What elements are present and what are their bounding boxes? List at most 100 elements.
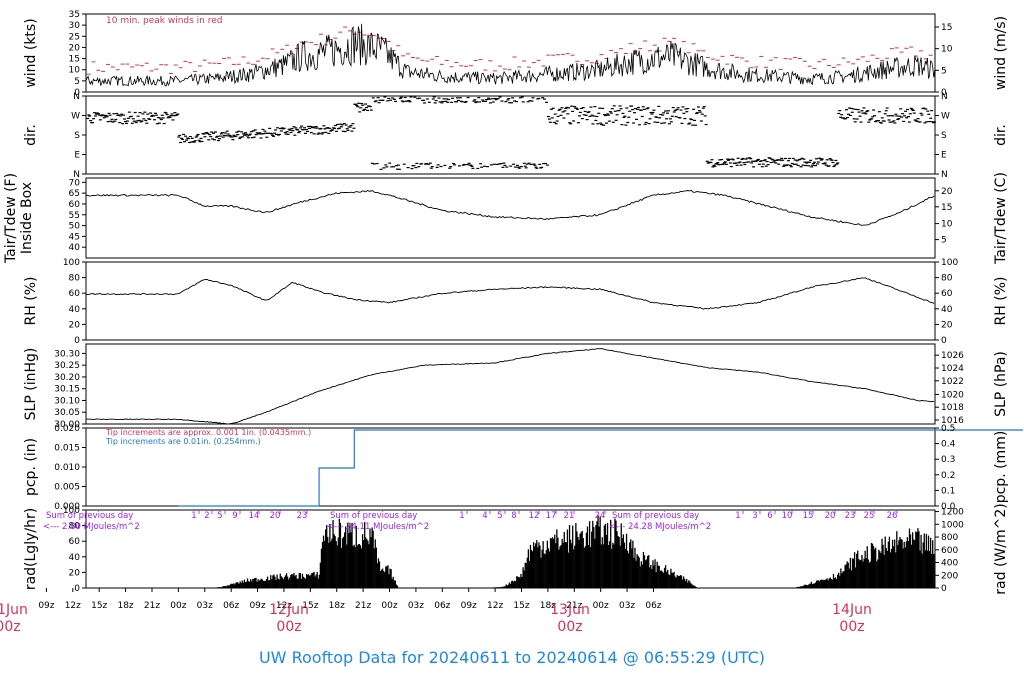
x-tick-label: 15z (91, 601, 107, 611)
dir-left-tick-label: N (73, 170, 80, 180)
temperature-right-tick-label: 5 (941, 236, 947, 246)
x-tick-label: 09z (461, 601, 477, 611)
rad-sum-value: <--- 24.28 MJoules/m^2 (609, 522, 711, 532)
x-tick-label: 00z (593, 601, 609, 611)
rh-left-axis-label-line: RH (%) (23, 277, 39, 326)
temperature-right-tick-label: 15 (941, 203, 952, 213)
rad-sum-label: Sum of previous day (46, 511, 133, 521)
date-hour-label: 00z (839, 619, 864, 635)
rh-left-tick-label: 0 (74, 336, 80, 346)
wind-left-axis-label-line: wind (kts) (23, 18, 39, 87)
slp-left-tick-label: 30.30 (54, 349, 80, 359)
rad-hour-mark: 10 (782, 511, 793, 521)
x-tick-label: 15z (513, 601, 529, 611)
rad-hour-mark: 3 (752, 511, 757, 521)
pcp-left-axis-label: pcp. (in) (23, 438, 39, 496)
slp-left-tick-label: 30.05 (54, 408, 80, 418)
rad-hour-mark: 15 (803, 511, 814, 521)
temperature-left-tick-label: 50 (69, 222, 81, 232)
pcp-left-tick-label: 0.005 (54, 483, 80, 493)
x-tick-label: 12z (487, 601, 503, 611)
slp-right-axis-label: SLP (hPa) (993, 351, 1009, 417)
pcp-left-tick-label: 0.010 (54, 463, 80, 473)
pcp-right-axis-label: pcp. (mm) (993, 431, 1009, 504)
rh-left-tick-label: 60 (69, 289, 81, 299)
rh-left-tick-label: 40 (69, 305, 81, 315)
date-label: 14Jun (832, 602, 872, 618)
wind-left-tick-label: 5 (74, 77, 80, 87)
x-tick-label: 09z (38, 601, 54, 611)
temperature-right-tick-label: 10 (941, 220, 953, 230)
x-tick-label: 06z (434, 601, 450, 611)
temperature-left-tick-label: 70 (69, 178, 81, 188)
x-tick-label: 18z (540, 601, 556, 611)
slp-left-tick-label: 30.15 (54, 385, 80, 395)
rh-right-tick-label: 80 (941, 274, 953, 284)
temperature-left-tick-label: 40 (69, 243, 81, 253)
temperature-left-tick-label: 45 (69, 232, 80, 242)
x-tick-label: 15z (302, 601, 318, 611)
panel-frame-6 (85, 509, 936, 589)
slp-right-tick-label: 1022 (941, 377, 964, 387)
rh-left-tick-label: 80 (69, 274, 81, 284)
dir-left-tick-label: E (74, 151, 80, 161)
x-tick-label: 00z (381, 601, 397, 611)
rad-right-axis-label-line: rad (W/m^2) (993, 503, 1009, 594)
dir-right-axis-label: dir. (993, 124, 1009, 146)
wind-left-tick-label: 25 (69, 32, 80, 42)
temperature-series (85, 189, 935, 226)
dir-right-tick-label: N (941, 170, 948, 180)
slp-right-tick-label: 1020 (941, 390, 964, 400)
x-tick-label: 06z (223, 601, 239, 611)
x-tick-label: 06z (645, 601, 661, 611)
pcp-right-axis-label-line: pcp. (mm) (993, 431, 1009, 504)
rad-sum-label: Sum of previous day (330, 511, 417, 521)
dir-right-tick-label: E (941, 151, 947, 161)
slp-left-tick-label: 30.10 (54, 396, 80, 406)
date-hour-label: 00z (0, 619, 21, 635)
slp-right-tick-label: 1016 (941, 416, 964, 426)
rad-hour-mark: 4 (482, 511, 487, 521)
rad-right-tick-label: 0 (941, 584, 947, 594)
panel-frame-2 (85, 177, 936, 259)
pcp-series (178, 429, 1023, 507)
rad-hour-mark: 1 (191, 511, 196, 521)
pcp-right-tick-label: 0.3 (941, 455, 955, 465)
x-tick-label: 18z (329, 601, 345, 611)
panel-frame-0 (85, 13, 936, 93)
dir-left-tick-label: N (73, 92, 80, 102)
pcp-tip-note-red: Tip increments are approx. 0.001 1in. (0… (105, 428, 311, 437)
wind-left-tick-label: 10 (69, 66, 81, 76)
wind-left-tick-label: 0 (74, 88, 80, 98)
rad-left-tick-label: 0 (74, 584, 80, 594)
wind-left-axis-label: wind (kts) (23, 18, 39, 87)
date-hour-label: 00z (276, 619, 301, 635)
rad-hour-mark: 6 (767, 511, 772, 521)
dir-left-axis-label: dir. (23, 124, 39, 146)
rh-right-tick-label: 40 (941, 305, 953, 315)
pcp-right-tick-label: 0.1 (941, 486, 955, 496)
rad-hour-mark: 5 (217, 511, 222, 521)
rad-hour-mark: 23 (845, 511, 856, 521)
rad-right-tick-label: 600 (941, 546, 958, 556)
rad-right-tick-label: 800 (941, 533, 958, 543)
x-tick-label: 12z (276, 601, 292, 611)
rad-hour-mark: 5 (497, 511, 502, 521)
wind-right-tick-label: 10 (941, 45, 953, 55)
rad-hour-mark: 9 (232, 511, 237, 521)
rh-left-tick-label: 20 (69, 320, 81, 330)
wind-right-axis-label-line: wind (m/s) (993, 16, 1009, 90)
x-tick-label: 21z (144, 601, 160, 611)
dir-left-tick-label: W (71, 112, 80, 122)
rad-hour-mark: 1 (459, 511, 464, 521)
rh-right-tick-label: 0 (941, 336, 947, 346)
pcp-left-tick-label: 0.015 (54, 444, 80, 454)
temperature-right-axis-label-line: Tair/Tdew (C) (993, 172, 1009, 265)
x-tick-label: 21z (355, 601, 371, 611)
rh-right-tick-label: 60 (941, 289, 953, 299)
date-label: 12Jun (269, 602, 309, 618)
rad-hour-mark: 8 (511, 511, 516, 521)
rad-hour-mark: 25 (864, 511, 875, 521)
rad-right-axis-label: rad (W/m^2) (993, 503, 1009, 594)
rad-hour-mark: 21 (564, 511, 575, 521)
